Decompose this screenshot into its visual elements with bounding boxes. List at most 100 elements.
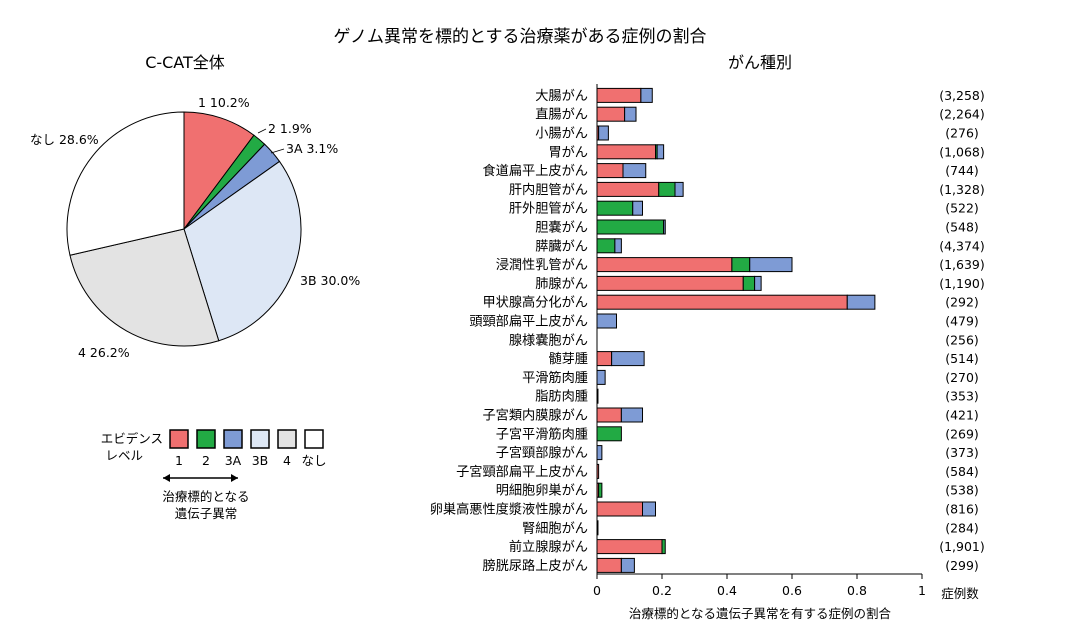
pie-slice-none <box>66 111 185 256</box>
case-count: (2,264) <box>939 107 985 122</box>
bar-segment-3a <box>620 557 635 573</box>
bar-segment-3a <box>598 125 609 141</box>
legend-arrow-caption-line1: 治療標的となる <box>162 489 249 504</box>
legend-arrow <box>163 474 238 482</box>
legend-swatch-2 <box>196 429 216 449</box>
case-count: (522) <box>945 201 979 216</box>
bar-segment-1 <box>596 87 642 103</box>
legend-swatch-1 <box>169 429 189 449</box>
bar-row: 胆嚢がん (548) <box>535 219 979 236</box>
bar-row: 肝内胆管がん (1,328) <box>509 181 985 198</box>
bar-segment-3a <box>642 501 656 517</box>
category-label: 子宮類内膜腺がん <box>483 408 589 424</box>
bar-segment-3a <box>614 238 622 254</box>
bar-segment-3a <box>749 257 793 273</box>
legend-arrow-caption-line2: 遺伝子異常 <box>175 506 238 521</box>
category-label: 子宮頸部腺がん <box>496 445 588 461</box>
bar-segment-1 <box>596 557 622 573</box>
bar-row: 子宮頸部腺がん (373) <box>496 445 979 461</box>
case-count: (1,901) <box>939 539 985 554</box>
bar-row: 甲状腺高分化がん (292) <box>483 294 979 311</box>
bar-row: 小腸がん (276) <box>535 125 979 142</box>
pie-slice-3b <box>183 160 302 342</box>
bar-row: 浸潤性乳管がん (1,639) <box>496 257 985 273</box>
legend-title-line2: レベル <box>105 448 143 463</box>
pie-label-3a: 3A 3.1% <box>286 141 338 156</box>
bar-segment-3a <box>640 87 653 103</box>
case-count: (584) <box>945 464 979 479</box>
bar-segment-1 <box>596 275 744 291</box>
bar-segment-3a <box>620 407 644 423</box>
category-label: 子宮頸部扁平上皮がん <box>456 464 588 480</box>
category-label: 平滑筋肉腫 <box>522 369 588 386</box>
pie-label-4: 4 26.2% <box>78 345 130 360</box>
count-header: 症例数 <box>941 586 979 601</box>
category-label: 子宮平滑筋肉腫 <box>496 425 588 442</box>
case-count: (299) <box>945 558 979 573</box>
case-count: (816) <box>945 502 979 517</box>
category-label: 膀胱尿路上皮がん <box>483 557 589 574</box>
bar-row: 腺様嚢胞がん (256) <box>509 332 979 348</box>
case-count: (1,328) <box>939 182 985 197</box>
bar-segment-3a <box>622 163 647 179</box>
bar-segment-3a <box>624 106 637 122</box>
bar-segment-3a <box>596 369 606 385</box>
bar-segment-2 <box>731 257 751 273</box>
bar-row: 脂肪肉腫 (353) <box>535 388 979 405</box>
bar-rows: 大腸がん (3,258) 直腸がん (2,264) 小腸がん (276) 胃がん (1,068… <box>430 87 985 574</box>
pie-leader-3a <box>270 148 285 154</box>
case-count: (3,258) <box>939 88 985 103</box>
bar-segment-2 <box>658 181 676 197</box>
bar-row: 肺腺がん (1,190) <box>535 275 985 292</box>
pie-slices <box>66 111 302 347</box>
legend-label-1: 1 <box>175 453 183 468</box>
case-count: (421) <box>945 408 979 423</box>
bar-segment-2 <box>661 539 666 555</box>
x-tick-label: 0.8 <box>847 583 867 598</box>
legend-label-3b: 3B <box>252 453 269 468</box>
category-label: 卵巣高悪性度漿液性腺がん <box>430 501 588 518</box>
category-label: 頭頸部扁平上皮がん <box>469 314 588 330</box>
category-label: 胆嚢がん <box>535 220 588 236</box>
bar-segment-3a <box>663 219 666 235</box>
pie-label-1: 1 10.2% <box>198 95 250 110</box>
case-count: (479) <box>945 314 979 329</box>
x-tick-label: 0.4 <box>717 583 737 598</box>
category-label: 脂肪肉腫 <box>535 389 588 405</box>
category-label: 食道扁平上皮がん <box>483 162 589 179</box>
x-axis-label: 治療標的となる遺伝子異常を有する症例の割合 <box>629 606 892 621</box>
bar-segment-1 <box>596 181 660 197</box>
bar-segment-1 <box>596 106 626 122</box>
legend-label-4: 4 <box>283 453 291 468</box>
bar-segment-2 <box>596 219 665 235</box>
case-count: (270) <box>945 370 979 385</box>
category-label: 髄芽腫 <box>548 351 588 367</box>
bar-segment-1 <box>596 144 656 160</box>
bar-segment-2 <box>598 482 603 498</box>
bar-segment-2 <box>596 238 616 254</box>
case-count: (514) <box>945 351 979 366</box>
category-label: 前立腺腺がん <box>509 538 588 555</box>
bar-row: 卵巣高悪性度漿液性腺がん (816) <box>430 501 979 518</box>
category-label: 明細胞卵巣がん <box>496 483 588 499</box>
category-label: 甲状腺高分化がん <box>483 294 589 311</box>
case-count: (744) <box>945 163 979 178</box>
bar-row: 腎細胞がん (284) <box>522 520 979 536</box>
bar-segment-3a <box>596 313 617 329</box>
bar-row: 胃がん (1,068) <box>548 144 985 160</box>
bar-segment-3a <box>846 294 876 310</box>
case-count: (292) <box>945 295 979 310</box>
pie-label-2: 2 1.9% <box>268 121 312 136</box>
bar-segment-2 <box>742 275 756 291</box>
pie-title: C-CAT全体 <box>145 53 225 72</box>
bar-segment-3a <box>674 181 684 197</box>
legend-label-3a: 3A <box>225 453 242 468</box>
category-label: 肺腺がん <box>535 276 588 292</box>
case-count: (269) <box>945 426 979 441</box>
bar-segment-1 <box>596 163 624 179</box>
legend-label-2: 2 <box>202 453 210 468</box>
pie-slice-4 <box>69 228 220 347</box>
pie-leader-2 <box>257 128 267 134</box>
bar-row: 直腸がん (2,264) <box>535 106 985 123</box>
category-label: 膵臓がん <box>535 238 588 254</box>
